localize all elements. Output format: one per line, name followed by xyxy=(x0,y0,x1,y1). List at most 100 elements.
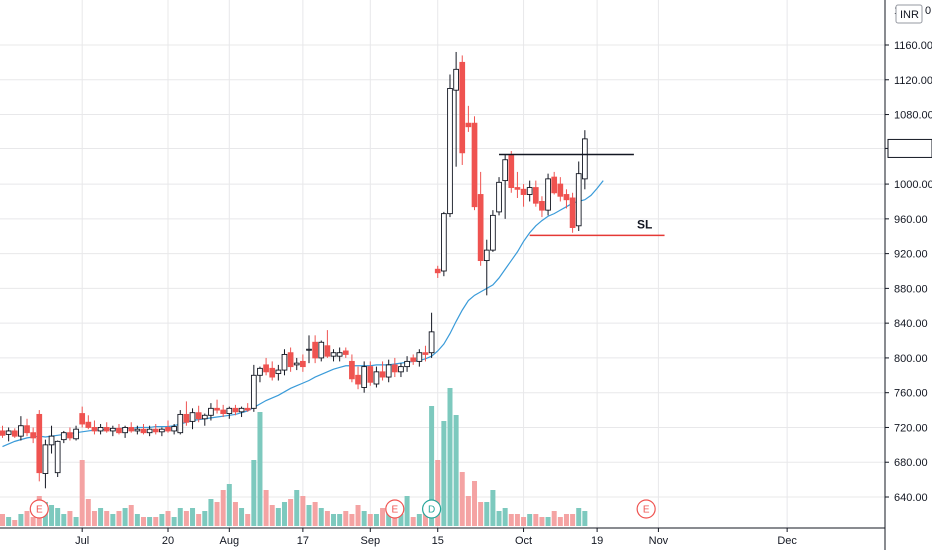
candle-body xyxy=(404,360,410,368)
volume-bar xyxy=(110,514,116,526)
candle-body xyxy=(514,187,521,190)
volume-bar xyxy=(140,517,146,526)
volume-bar xyxy=(576,508,582,526)
volume-bar xyxy=(177,508,183,526)
candle-body xyxy=(214,407,220,411)
candle-body xyxy=(336,352,343,357)
candle-body xyxy=(306,348,312,351)
event-badge xyxy=(29,499,49,519)
volume-bar xyxy=(269,505,275,526)
price-tick-label: 1000.00 xyxy=(894,179,932,191)
volume-bar xyxy=(6,517,12,526)
event-badge xyxy=(385,499,405,519)
volume-bar xyxy=(49,505,55,526)
volume-bar xyxy=(294,490,300,526)
candle-body xyxy=(385,364,392,378)
candle-body xyxy=(367,366,374,383)
volume-bar xyxy=(563,514,569,526)
candle-body xyxy=(0,430,6,436)
last-price-box xyxy=(887,138,932,158)
candle-body xyxy=(67,432,73,439)
candle-body xyxy=(557,183,564,197)
time-tick-label: Oct xyxy=(515,535,532,547)
candle-body xyxy=(508,154,515,189)
volume-bar xyxy=(300,496,306,526)
volume-bar xyxy=(30,517,36,526)
volume-bar xyxy=(55,508,61,526)
volume-bar xyxy=(159,514,165,526)
volume-bar xyxy=(251,460,257,526)
candle-body xyxy=(551,176,558,194)
candle-body xyxy=(300,360,306,368)
volume-bar xyxy=(355,505,361,526)
candle-body xyxy=(434,268,441,274)
candle-body xyxy=(447,88,453,215)
volume-bar xyxy=(104,511,110,526)
volume-bar xyxy=(472,481,478,526)
volume-bar xyxy=(183,511,189,526)
volume-bar xyxy=(331,514,337,526)
volume-bar xyxy=(202,511,208,526)
event-badge-label: E xyxy=(36,505,43,516)
time-tick-label: Nov xyxy=(649,535,669,547)
volume-bar xyxy=(478,502,484,526)
volume-bar xyxy=(582,511,588,526)
volume-bar xyxy=(61,514,67,526)
candle-body xyxy=(471,122,478,208)
candle-body xyxy=(465,122,472,128)
candle-body xyxy=(128,427,135,432)
time-tick-label: 17 xyxy=(297,535,309,547)
candle-body xyxy=(532,187,539,204)
volume-bar xyxy=(343,511,349,526)
candle-body xyxy=(36,413,43,474)
candle-body xyxy=(152,428,159,433)
time-tick-label: Jul xyxy=(75,535,89,547)
time-tick-label: Aug xyxy=(220,535,240,547)
candle-body xyxy=(159,428,165,433)
candle-body xyxy=(232,407,239,413)
candle-body xyxy=(520,188,527,195)
candle-body xyxy=(324,345,331,357)
volume-bar xyxy=(239,508,245,526)
price-axis[interactable]: 1 0 1160.001080.001041.001000.00960.0092… xyxy=(884,0,932,550)
candle-body xyxy=(238,407,245,413)
volume-bar xyxy=(196,514,202,526)
candles-layer xyxy=(0,51,588,489)
candle-body xyxy=(263,364,269,373)
time-tick-label: 20 xyxy=(162,535,174,547)
candle-body xyxy=(201,414,208,420)
candle-body xyxy=(257,367,263,376)
volume-bar xyxy=(453,415,459,526)
volume-bar xyxy=(128,505,134,526)
volume-bar xyxy=(521,517,527,526)
currency-badge[interactable]: INR xyxy=(895,4,923,24)
volume-bar xyxy=(73,517,79,526)
volume-bar xyxy=(153,517,159,526)
price-tick-label: 1080.00 xyxy=(894,110,932,122)
volume-bar xyxy=(18,514,24,526)
volume-bar xyxy=(190,508,196,526)
candle-body xyxy=(477,194,484,262)
volume-bar xyxy=(214,502,220,526)
time-axis[interactable]: Jul 20 Aug 17 Sep 15 Oct 19 Nov Dec xyxy=(0,527,885,547)
volume-bar xyxy=(324,511,330,526)
volume-bar xyxy=(208,499,214,526)
price-tick-label: 1160.00 xyxy=(894,40,932,52)
volume-bar xyxy=(570,514,576,526)
time-tick-label: 19 xyxy=(591,535,603,547)
volume-bar xyxy=(459,472,465,526)
volume-bar xyxy=(337,514,343,526)
candle-body xyxy=(416,352,423,362)
candle-body xyxy=(195,412,202,420)
event-badge-label: E xyxy=(391,505,398,516)
candle-body xyxy=(373,371,380,385)
price-tick-label: 640.00 xyxy=(894,492,928,504)
candle-body xyxy=(281,353,288,371)
candle-body xyxy=(575,173,582,227)
candle-body xyxy=(189,412,196,422)
candle-body xyxy=(293,362,300,366)
candle-body xyxy=(220,409,227,415)
volume-bar xyxy=(441,421,447,526)
